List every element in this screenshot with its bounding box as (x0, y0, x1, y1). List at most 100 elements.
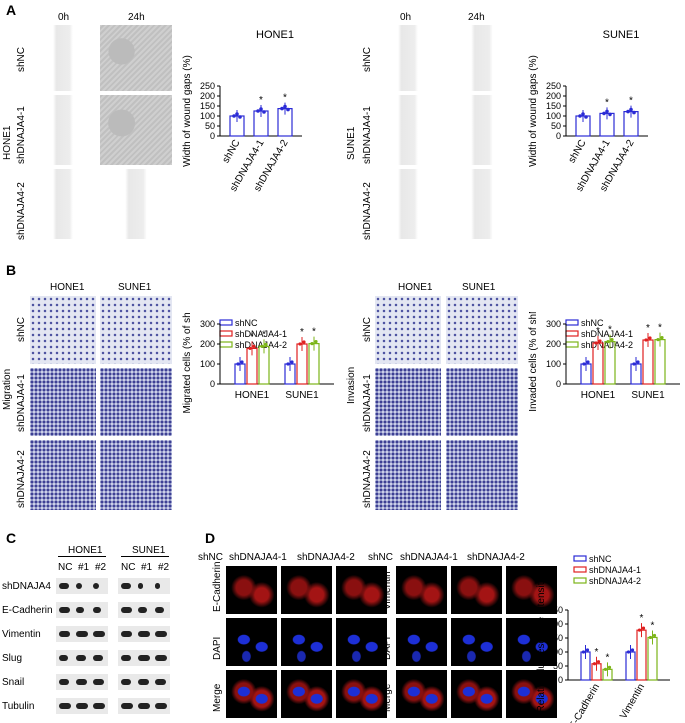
chart-wound-sune1: SUNE1 Width of wound gaps (%) 050100150200… (528, 29, 648, 194)
wb-band (138, 607, 147, 613)
legend-label: shDNAJA4-1 (589, 565, 641, 575)
significance-marker: * (300, 327, 304, 338)
transwell-image (446, 368, 518, 436)
wb-band (59, 703, 71, 709)
wb-strip (118, 626, 170, 642)
row-label-shdnaja4-1: shDNAJA4-1 (16, 374, 27, 432)
legend-swatch (219, 341, 233, 348)
significance-marker: * (606, 652, 610, 663)
significance-marker: * (596, 326, 600, 337)
wb-band (76, 583, 82, 589)
data-point (259, 107, 263, 111)
scratch-image (446, 169, 518, 239)
data-point (632, 362, 636, 366)
data-point (592, 662, 597, 666)
lane-label: #2 (158, 562, 170, 573)
time-label-0h: 0h (58, 12, 70, 23)
data-point (298, 342, 302, 346)
y-tick-label: 200 (546, 91, 561, 101)
wb-band (121, 703, 133, 709)
data-point (260, 344, 264, 348)
y-tick-label: 300 (200, 319, 215, 329)
bar (636, 629, 647, 681)
wb-protein-label: Slug (2, 653, 23, 664)
legend-label: shDNAJA4-2 (581, 340, 633, 350)
data-point (626, 109, 630, 114)
transwell-image (446, 296, 518, 364)
wb-band (93, 655, 103, 661)
row-label-shdnaja4-1: shDNAJA4-1 (362, 374, 373, 432)
wb-strip (56, 650, 108, 666)
legend-label: shDNAJA4-2 (589, 576, 641, 586)
row-label-shdnaja4-2: shDNAJA4-2 (16, 450, 27, 508)
if-image (506, 618, 557, 666)
lane-label: #1 (141, 562, 153, 573)
row-label-shdnaja4-2: shDNAJA4-2 (362, 182, 373, 240)
if-col-shnc: shNC (198, 552, 224, 563)
if-image (396, 566, 447, 614)
wb-strip (56, 626, 108, 642)
y-tick-label: 100 (546, 111, 561, 121)
scratch-image (375, 169, 441, 239)
if-col-shdnaja4-1: shDNAJA4-1 (400, 552, 458, 563)
wb-cell-sune1: SUNE1 (132, 545, 166, 556)
if-image (281, 618, 332, 666)
x-tick-label: E-Cadherin (567, 682, 602, 723)
significance-marker: * (651, 620, 655, 631)
significance-marker: * (629, 96, 633, 107)
if-col-shnc: shNC (368, 552, 394, 563)
time-label-24h: 24h (468, 12, 485, 23)
legend-label: shNC (589, 554, 612, 564)
y-axis-label: Width of wound gaps (%) (182, 55, 193, 167)
wb-band (121, 583, 131, 589)
transwell-image (375, 440, 441, 510)
data-point (586, 360, 590, 364)
data-point (594, 341, 598, 345)
y-tick-label: 150 (548, 633, 563, 643)
wb-strip (118, 650, 170, 666)
wb-strip (118, 674, 170, 690)
lane-label: NC (121, 562, 136, 573)
x-tick-label: shNC (567, 138, 589, 165)
wb-band (121, 607, 132, 613)
if-row-ecadherin: E-Cadherin (212, 561, 223, 612)
y-tick-label: 200 (548, 619, 563, 629)
legend-label: shDNAJA4-1 (235, 329, 287, 339)
wb-band (138, 703, 150, 709)
data-point (236, 362, 240, 366)
data-point (264, 342, 268, 346)
data-point (290, 360, 294, 364)
legend-swatch (219, 319, 233, 326)
scratch-image (30, 95, 96, 165)
if-image (336, 670, 387, 718)
wb-band (155, 607, 164, 613)
col-label-sune1: SUNE1 (118, 282, 152, 293)
if-image (226, 670, 277, 718)
data-point (581, 650, 586, 654)
side-label-invasion: Invasion (346, 366, 357, 404)
wb-band (138, 583, 143, 589)
x-tick-label: HONE1 (235, 390, 270, 401)
data-point (637, 628, 642, 632)
wb-strip (118, 578, 170, 594)
wb-strip (118, 698, 170, 714)
if-col-shdnaja4-2: shDNAJA4-2 (467, 552, 525, 563)
if-image (226, 566, 277, 614)
legend-swatch (573, 577, 587, 584)
row-label-shnc: shNC (16, 46, 27, 72)
chart-wound-hone1: HONE1 Width of wound gaps (%) 050100150200… (182, 29, 302, 194)
wb-protein-label: shDNAJA4 (2, 581, 51, 592)
data-point (286, 107, 290, 112)
legend-swatch (565, 330, 579, 337)
y-tick-label: 200 (200, 339, 215, 349)
cell-label-hone1: HONE1 (2, 125, 13, 160)
wb-strip (118, 602, 170, 618)
transwell-image (446, 440, 518, 510)
wb-band (121, 679, 131, 685)
transwell-image (30, 440, 96, 510)
wb-cell-hone1: HONE1 (68, 545, 103, 556)
y-tick-label: 0 (210, 379, 215, 389)
if-col-shdnaja4-2: shDNAJA4-2 (297, 552, 355, 563)
lane-label: #2 (95, 562, 107, 573)
